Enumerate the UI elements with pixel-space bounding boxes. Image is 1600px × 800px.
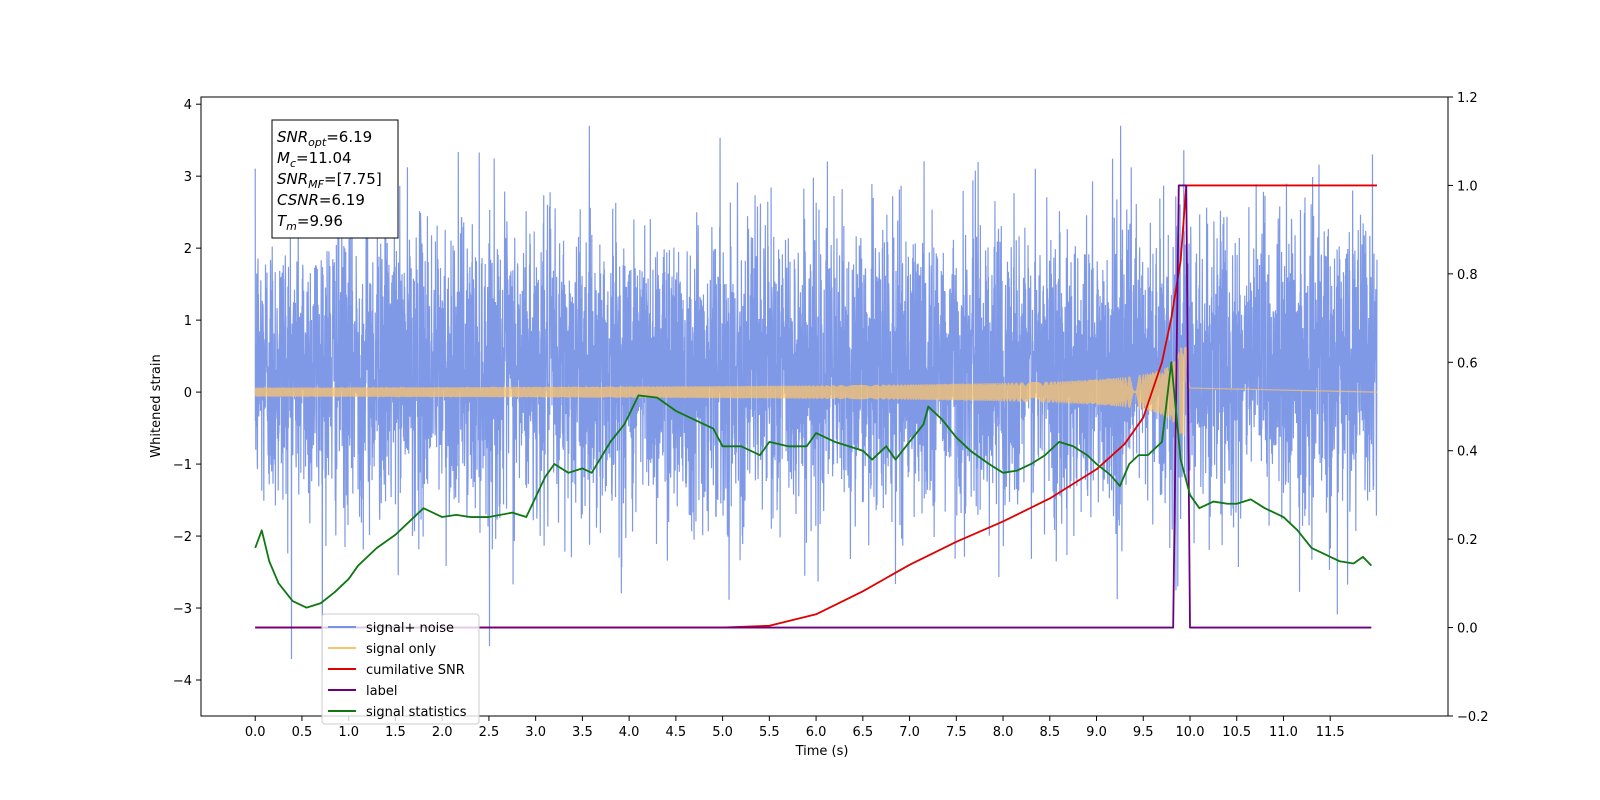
y-left-tick-label: −1 bbox=[173, 458, 192, 473]
series-signal-only bbox=[254, 346, 1377, 436]
y-right-tick-label: 0.6 bbox=[1457, 356, 1478, 371]
x-tick-label: 4.5 bbox=[666, 725, 687, 740]
x-tick-label: 8.5 bbox=[1039, 725, 1060, 740]
y-left-tick-label: 3 bbox=[184, 170, 192, 185]
series-signal-noise bbox=[254, 125, 1378, 671]
y-right-axis: 1.2 1.0 0.8 0.6 0.4 0.2 0.0 −0.2 bbox=[1448, 91, 1489, 725]
series-signal-statistics bbox=[254, 361, 1373, 609]
x-tick-label: 7.0 bbox=[899, 725, 920, 740]
x-tick-label: 0.0 bbox=[245, 725, 266, 740]
x-tick-label: 9.5 bbox=[1133, 725, 1154, 740]
x-tick-label: 9.0 bbox=[1086, 725, 1107, 740]
y-right-tick-label: 0.8 bbox=[1457, 268, 1478, 283]
y-left-tick-label: −4 bbox=[173, 674, 192, 689]
legend-entry-label: signal only bbox=[366, 642, 436, 657]
legend-entry-label: label bbox=[366, 684, 397, 699]
x-tick-label: 11.0 bbox=[1269, 725, 1298, 740]
y-left-tick-label: 0 bbox=[184, 386, 192, 401]
y-right-tick-label: 0.0 bbox=[1457, 622, 1478, 637]
x-tick-label: 5.0 bbox=[712, 725, 733, 740]
x-tick-label: 10.5 bbox=[1222, 725, 1251, 740]
x-tick-label: 2.0 bbox=[432, 725, 453, 740]
legend: signal+ noise signal only cumilative SNR la… bbox=[321, 613, 480, 725]
x-tick-label: 7.5 bbox=[946, 725, 967, 740]
legend-frame bbox=[321, 613, 480, 725]
y-left-tick-label: 1 bbox=[184, 314, 192, 329]
x-tick-label: 3.0 bbox=[525, 725, 546, 740]
x-tick-label: 3.5 bbox=[572, 725, 593, 740]
x-tick-label: 0.5 bbox=[292, 725, 313, 740]
y-left-tick-label: −3 bbox=[173, 602, 192, 617]
x-tick-label: 8.0 bbox=[993, 725, 1014, 740]
x-tick-label: 4.0 bbox=[619, 725, 640, 740]
y-right-tick-label: −0.2 bbox=[1457, 710, 1489, 725]
annotation-line: SNRopt=6.19 bbox=[277, 128, 372, 149]
legend-entry-label: signal+ noise bbox=[366, 621, 454, 636]
legend-entry-label: signal statistics bbox=[366, 705, 467, 720]
annotation-frame bbox=[271, 119, 399, 239]
x-tick-label: 5.5 bbox=[759, 725, 780, 740]
x-tick-label: 10.0 bbox=[1176, 725, 1205, 740]
y-left-axis: 4 3 2 1 0 −1 −2 −3 −4 bbox=[173, 98, 201, 689]
legend-entry-label: cumilative SNR bbox=[366, 663, 465, 678]
y-right-tick-label: 1.2 bbox=[1457, 91, 1478, 106]
y-left-tick-label: −2 bbox=[173, 530, 192, 545]
x-tick-label: 11.5 bbox=[1316, 725, 1345, 740]
x-tick-label: 1.5 bbox=[385, 725, 406, 740]
y-right-tick-label: 0.4 bbox=[1457, 445, 1478, 460]
series-label bbox=[255, 184, 1372, 629]
series-cumulative-snr bbox=[255, 184, 1377, 629]
annotation-line: CSNR=6.19 bbox=[277, 191, 365, 209]
y-left-tick-label: 2 bbox=[184, 242, 192, 257]
annotation-line: Tm=9.96 bbox=[277, 212, 343, 233]
series-layer bbox=[254, 125, 1378, 671]
y-left-tick-label: 4 bbox=[184, 98, 192, 113]
x-tick-label: 1.0 bbox=[338, 725, 359, 740]
y-right-tick-label: 0.2 bbox=[1457, 533, 1478, 548]
x-tick-label: 2.5 bbox=[479, 725, 500, 740]
y-axis-label: Whitened strain bbox=[149, 354, 164, 457]
annotation-line: Mc=11.04 bbox=[277, 149, 352, 170]
x-tick-label: 6.0 bbox=[806, 725, 827, 740]
x-axis-label: Time (s) bbox=[795, 744, 849, 759]
annotation-box: SNRopt=6.19Mc=11.04SNRMF=[7.75]CSNR=6.19… bbox=[271, 119, 399, 239]
y-right-tick-label: 1.0 bbox=[1457, 179, 1478, 194]
x-axis: 0.0 0.5 1.0 1.5 2.0 2.5 3.0 3.5 4.0 4.5 5.0 5.5 6.0 6… bbox=[245, 716, 1345, 740]
x-tick-label: 6.5 bbox=[852, 725, 873, 740]
annotation-line: SNRMF=[7.75] bbox=[277, 170, 382, 191]
plot-frame bbox=[200, 96, 1449, 717]
